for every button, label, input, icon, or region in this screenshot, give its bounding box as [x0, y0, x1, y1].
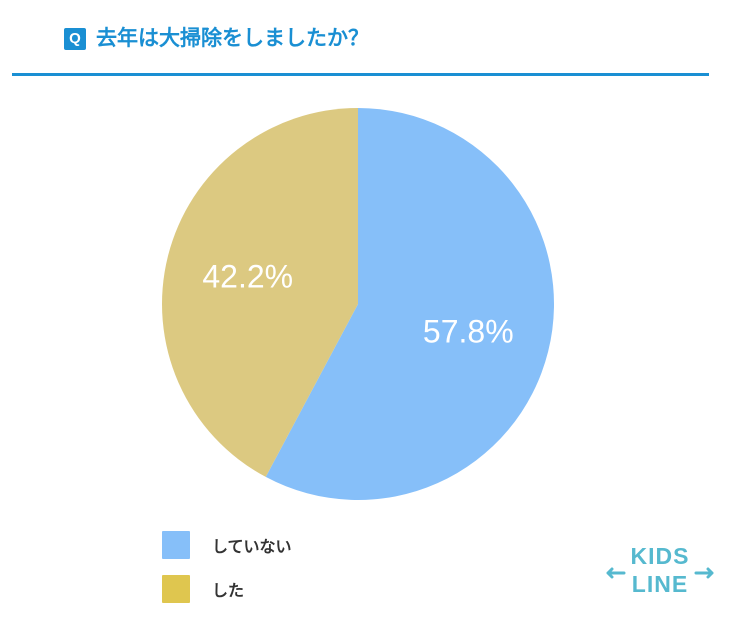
logo-left-arm: [606, 567, 626, 579]
legend-item-not-done: していない: [162, 531, 292, 559]
logo-text-kids: KIDS: [631, 543, 690, 569]
pie-label-0: 57.8%: [423, 314, 514, 350]
pie-label-1: 42.2%: [202, 258, 293, 294]
legend-swatch-done: [162, 575, 190, 603]
kids-line-logo: KIDS LINE: [606, 543, 714, 597]
legend-item-done: した: [162, 575, 244, 603]
legend-swatch-not-done: [162, 531, 190, 559]
logo-text-line: LINE: [632, 571, 688, 597]
question-title: 去年は大掃除をしましたか？: [96, 26, 369, 50]
legend-label-not-done: していない: [212, 537, 292, 556]
title-divider: [12, 73, 709, 76]
logo-right-arm: [694, 567, 714, 579]
pie-slice-1: [162, 108, 358, 477]
pie-slice-0: [265, 108, 554, 500]
question-badge: Q: [64, 28, 86, 50]
legend-label-done: した: [212, 581, 245, 600]
